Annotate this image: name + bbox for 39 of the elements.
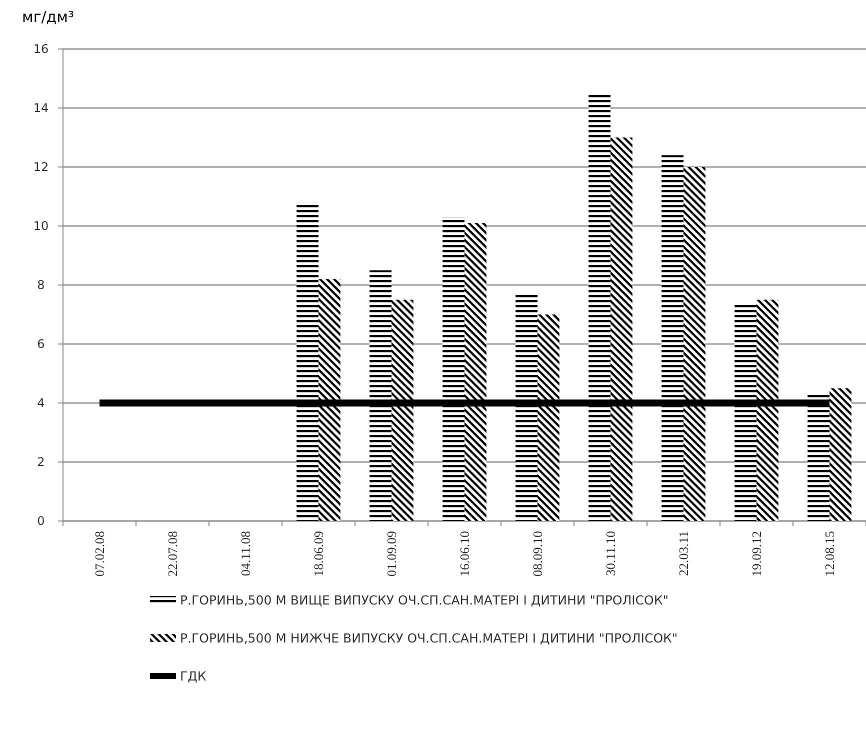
x-tick-label: 18.06.09 bbox=[311, 531, 326, 576]
bar bbox=[442, 217, 464, 521]
bar bbox=[370, 270, 392, 521]
y-tick-label: 14 bbox=[33, 101, 49, 116]
y-tick-label: 2 bbox=[37, 455, 45, 470]
x-tick-label: 04.11.08 bbox=[238, 531, 254, 576]
y-tick-label: 10 bbox=[33, 219, 49, 234]
x-tick-label: 16.06.10 bbox=[457, 531, 472, 576]
bar bbox=[662, 155, 684, 521]
x-tick-label: 22.07.08 bbox=[165, 531, 180, 576]
bar bbox=[756, 300, 778, 521]
y-tick-label: 8 bbox=[37, 278, 45, 292]
x-tick-label: 01.09.09 bbox=[384, 531, 400, 576]
bar bbox=[296, 202, 318, 521]
bar bbox=[588, 93, 610, 521]
bar bbox=[610, 138, 632, 521]
y-axis-title: мг/дм³ bbox=[22, 8, 74, 26]
x-tick-label: 22.03.11 bbox=[676, 531, 692, 576]
bar bbox=[392, 300, 414, 521]
y-tick-label: 4 bbox=[37, 396, 45, 410]
y-tick-label: 16 bbox=[33, 42, 49, 56]
bar bbox=[684, 167, 706, 521]
bar bbox=[538, 314, 560, 521]
legend-label: ГДК bbox=[180, 668, 206, 684]
y-tick-label: 12 bbox=[33, 160, 49, 174]
legend-label: Р.ГОРИНЬ,500 М НИЖЧЕ ВИПУСКУ ОЧ.СП.САН.МАТЕРІ І ДИТИНИ "ПРОЛІСОК" bbox=[180, 630, 678, 646]
y-tick-label: 0 bbox=[37, 514, 45, 528]
x-tick-label: 30.11.10 bbox=[603, 531, 618, 576]
legend-label: Р.ГОРИНЬ,500 М ВИЩЕ ВИПУСКУ ОЧ.СП.САН.МАТЕРІ І ДИТИНИ "ПРОЛІСОК" bbox=[180, 592, 668, 608]
bar bbox=[516, 294, 538, 521]
bar bbox=[808, 394, 830, 521]
bar bbox=[830, 388, 852, 521]
bar bbox=[318, 279, 340, 521]
x-tick-label: 08.09.10 bbox=[530, 531, 546, 576]
x-tick-label: 07.02.08 bbox=[92, 531, 108, 576]
x-tick-label: 12.08.15 bbox=[822, 531, 838, 576]
x-tick-label: 19.09.12 bbox=[749, 531, 764, 576]
bar bbox=[464, 223, 486, 521]
y-tick-label: 6 bbox=[37, 337, 45, 352]
